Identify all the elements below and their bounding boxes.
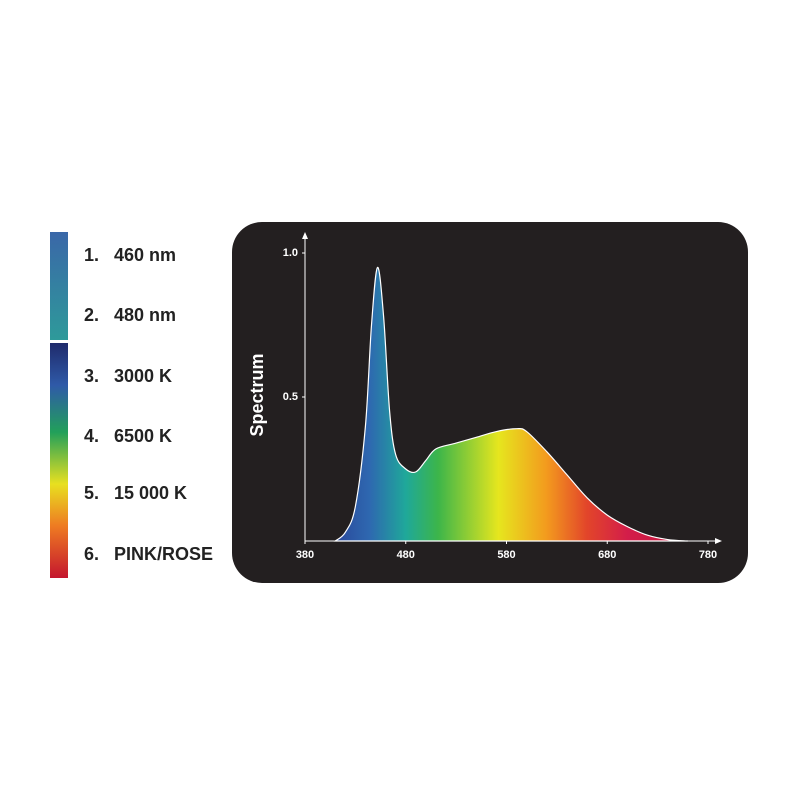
list-label: PINK/ROSE — [114, 544, 213, 564]
x-axis-arrow — [715, 538, 722, 544]
y-axis-label: Spectrum — [247, 353, 267, 436]
x-tick-label: 380 — [296, 549, 314, 561]
list-label: 3000 K — [114, 366, 172, 386]
y-tick-label: 0.5 — [283, 391, 298, 403]
y-axis-arrow — [302, 232, 308, 239]
x-tick-label: 680 — [598, 549, 616, 561]
list-label: 15 000 K — [114, 483, 187, 503]
list-label: 6500 K — [114, 426, 172, 446]
color-bar-top — [50, 232, 68, 340]
list-number: 4. — [84, 426, 99, 446]
list-number: 1. — [84, 245, 99, 265]
list-label: 460 nm — [114, 245, 176, 265]
list-number: 5. — [84, 483, 99, 503]
list-number: 6. — [84, 544, 99, 564]
list-number: 3. — [84, 366, 99, 386]
list-number: 2. — [84, 305, 99, 325]
x-tick-label: 480 — [397, 549, 415, 561]
color-bar-bottom — [50, 343, 68, 578]
x-tick-label: 780 — [699, 549, 717, 561]
y-tick-label: 1.0 — [283, 247, 298, 259]
area — [333, 266, 688, 542]
x-tick-label: 580 — [497, 549, 515, 561]
list-label: 480 nm — [114, 305, 176, 325]
